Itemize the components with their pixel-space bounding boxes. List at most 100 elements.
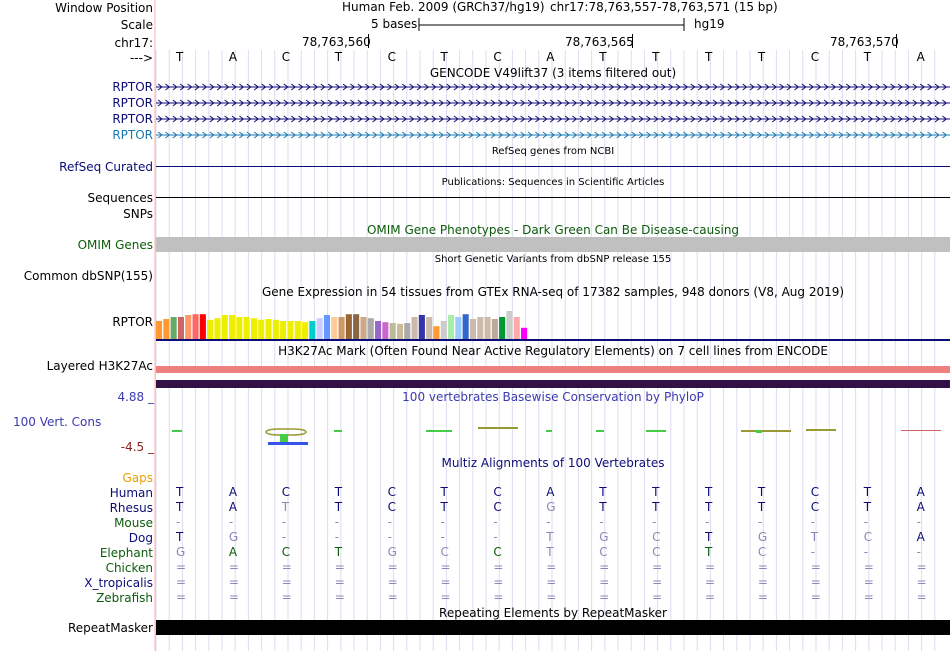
gtex-tissue-bar[interactable] bbox=[221, 315, 228, 339]
refseq-track-title[interactable]: RefSeq genes from NCBI bbox=[491, 146, 615, 157]
species-label[interactable]: Chicken bbox=[105, 561, 153, 575]
gaps-label[interactable]: Gaps bbox=[122, 471, 153, 485]
gtex-tissue-bar[interactable] bbox=[360, 317, 367, 339]
gtex-tissue-bar[interactable] bbox=[214, 318, 221, 339]
refseq-label[interactable]: RefSeq Curated bbox=[59, 160, 153, 174]
gtex-tissue-bar[interactable] bbox=[345, 314, 352, 339]
strand-arrow bbox=[668, 115, 674, 123]
gtex-tissue-bar[interactable] bbox=[338, 317, 345, 339]
gtex-tissue-bar[interactable] bbox=[426, 317, 433, 339]
gtex-tissue-bar[interactable] bbox=[258, 319, 265, 339]
snps-label[interactable]: SNPs bbox=[123, 207, 153, 221]
gtex-tissue-bar[interactable] bbox=[389, 323, 396, 339]
multiz-track-title[interactable]: Multiz Alignments of 100 Vertebrates bbox=[441, 456, 665, 470]
gtex-tissue-bar[interactable] bbox=[302, 322, 309, 339]
gtex-tissue-bar[interactable] bbox=[243, 317, 250, 339]
gtex-tissue-bar[interactable] bbox=[477, 317, 484, 339]
gtex-tissue-bar[interactable] bbox=[309, 321, 316, 339]
gtex-tissue-bar[interactable] bbox=[280, 321, 287, 339]
gtex-tissue-bar[interactable] bbox=[455, 317, 462, 339]
gtex-tissue-bar[interactable] bbox=[411, 317, 418, 339]
gencode-transcript-feature[interactable] bbox=[156, 114, 950, 124]
strand-label: ---> bbox=[129, 51, 153, 65]
h3k27ac-track-title[interactable]: H3K27Ac Mark (Often Found Near Active Re… bbox=[278, 344, 828, 358]
alignment-base: - bbox=[810, 545, 816, 559]
phylop-track-title[interactable]: 100 vertebrates Basewise Conservation by… bbox=[402, 390, 704, 404]
strand-arrow bbox=[838, 99, 844, 107]
gtex-tissue-bar[interactable] bbox=[499, 317, 506, 339]
omim-feature-bar[interactable] bbox=[156, 237, 950, 252]
gtex-tissue-bar[interactable] bbox=[170, 317, 177, 339]
omim-label[interactable]: OMIM Genes bbox=[77, 238, 153, 252]
species-label[interactable]: Rhesus bbox=[109, 501, 153, 515]
gtex-tissue-bar[interactable] bbox=[163, 319, 170, 339]
gencode-transcript-feature[interactable] bbox=[156, 98, 950, 108]
dbsnp-label[interactable]: Common dbSNP(155) bbox=[23, 269, 153, 283]
repeatmasker-track-title[interactable]: Repeating Elements by RepeatMasker bbox=[439, 606, 667, 620]
gtex-tissue-bar[interactable] bbox=[229, 315, 236, 339]
strand-arrow bbox=[527, 99, 533, 107]
gtex-tissue-bar[interactable] bbox=[192, 314, 199, 339]
sequences-label[interactable]: Sequences bbox=[87, 191, 153, 205]
ruler-tick-label: 78,763,570 bbox=[830, 35, 899, 49]
species-label[interactable]: X_tropicalis bbox=[84, 576, 153, 590]
gtex-tissue-bar[interactable] bbox=[287, 321, 294, 339]
omim-track-title[interactable]: OMIM Gene Phenotypes - Dark Green Can Be… bbox=[366, 223, 740, 237]
gtex-tissue-bar[interactable] bbox=[367, 318, 374, 339]
h3k27ac-label[interactable]: Layered H3K27Ac bbox=[46, 359, 153, 373]
gtex-tissue-bar[interactable] bbox=[404, 323, 411, 339]
gtex-tissue-bar[interactable] bbox=[316, 318, 323, 339]
gtex-tissue-bar[interactable] bbox=[156, 321, 163, 339]
gtex-tissue-bar[interactable] bbox=[484, 317, 491, 339]
strand-arrow bbox=[912, 115, 918, 123]
gencode-transcript-label[interactable]: RPTOR bbox=[112, 128, 153, 142]
gtex-label[interactable]: RPTOR bbox=[112, 315, 153, 329]
gtex-bar-chart[interactable] bbox=[156, 299, 556, 339]
repeatmasker-feature-bar[interactable] bbox=[156, 620, 950, 635]
gtex-tissue-bar[interactable] bbox=[433, 326, 440, 339]
species-label[interactable]: Zebrafish bbox=[96, 591, 153, 605]
dbsnp-track-title[interactable]: Short Genetic Variants from dbSNP releas… bbox=[434, 254, 672, 265]
gtex-tissue-bar[interactable] bbox=[353, 314, 360, 339]
gtex-tissue-bar[interactable] bbox=[418, 315, 425, 339]
gencode-track-title[interactable]: GENCODE V49lift37 (3 items filtered out) bbox=[429, 66, 677, 80]
gencode-transcript-label[interactable]: RPTOR bbox=[112, 112, 153, 126]
gtex-tissue-bar[interactable] bbox=[396, 323, 403, 339]
phylop-label[interactable]: 100 Vert. Cons bbox=[13, 415, 102, 429]
gtex-tissue-bar[interactable] bbox=[331, 317, 338, 339]
gtex-tissue-bar[interactable] bbox=[272, 319, 279, 339]
species-label[interactable]: Human bbox=[109, 486, 153, 500]
gtex-tissue-bar[interactable] bbox=[236, 317, 243, 339]
species-label[interactable]: Dog bbox=[128, 531, 153, 545]
gtex-tissue-bar[interactable] bbox=[375, 321, 382, 339]
gtex-tissue-bar[interactable] bbox=[199, 314, 206, 339]
gtex-tissue-bar[interactable] bbox=[491, 319, 498, 339]
gtex-tissue-bar[interactable] bbox=[323, 315, 330, 339]
gencode-transcript-feature[interactable] bbox=[156, 130, 950, 140]
strand-arrow bbox=[335, 131, 341, 139]
species-label[interactable]: Mouse bbox=[114, 516, 153, 530]
gtex-tissue-bar[interactable] bbox=[250, 318, 257, 339]
gtex-tissue-bar[interactable] bbox=[185, 315, 192, 339]
gtex-tissue-bar[interactable] bbox=[448, 315, 455, 339]
gtex-tissue-bar[interactable] bbox=[462, 314, 469, 339]
gtex-tissue-bar[interactable] bbox=[382, 322, 389, 339]
gtex-tissue-bar[interactable] bbox=[506, 311, 513, 339]
gtex-tissue-bar[interactable] bbox=[294, 321, 301, 339]
gtex-tissue-bar[interactable] bbox=[521, 327, 528, 339]
gtex-tissue-bar[interactable] bbox=[177, 317, 184, 339]
gtex-tissue-bar[interactable] bbox=[469, 319, 476, 339]
species-label[interactable]: Elephant bbox=[99, 546, 153, 560]
phylop-signal[interactable] bbox=[156, 420, 950, 450]
gtex-track-title[interactable]: Gene Expression in 54 tissues from GTEx … bbox=[261, 285, 845, 299]
gencode-transcript-feature[interactable] bbox=[156, 82, 950, 92]
repeatmasker-label[interactable]: RepeatMasker bbox=[67, 621, 153, 635]
gtex-tissue-bar[interactable] bbox=[265, 319, 272, 339]
publications-track-title[interactable]: Publications: Sequences in Scientific Ar… bbox=[441, 177, 665, 188]
gtex-tissue-bar[interactable] bbox=[513, 317, 520, 339]
gtex-tissue-bar[interactable] bbox=[207, 319, 214, 339]
gtex-tissue-bar[interactable] bbox=[440, 321, 447, 339]
alignment-base: T bbox=[652, 485, 660, 499]
gencode-transcript-label[interactable]: RPTOR bbox=[112, 96, 153, 110]
gencode-transcript-label[interactable]: RPTOR bbox=[112, 80, 153, 94]
